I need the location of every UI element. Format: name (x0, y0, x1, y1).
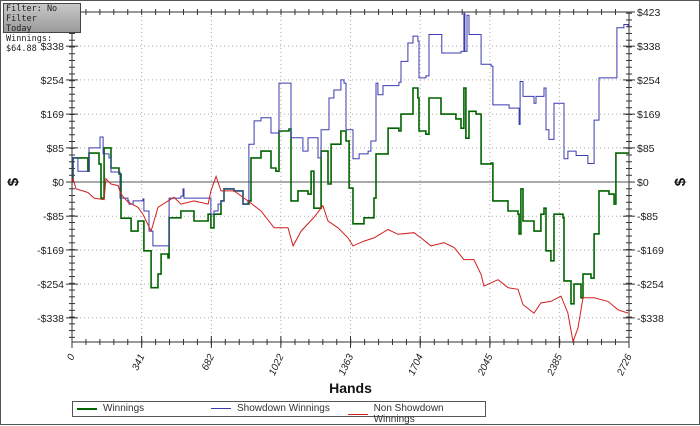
period-label: Today (6, 24, 32, 34)
x-tick-label: 2045 (476, 352, 496, 378)
legend-label: Non Showdown Winnings (373, 403, 444, 425)
legend-label: Showdown Winnings (237, 403, 330, 414)
y-tick-label-right: $85 (637, 143, 655, 155)
y-tick-label-left: $254 (41, 75, 65, 87)
y-tick-label-left: $0 (52, 177, 64, 189)
x-tick-label: 1363 (337, 352, 357, 377)
series-line-winnings (72, 87, 629, 305)
x-tick-label: 341 (130, 353, 147, 373)
x-tick-label: 2385 (545, 352, 565, 378)
y-tick-label-left: $169 (41, 109, 65, 121)
filter-info-box: Filter: No Filter Today Winnings: $64.88 (3, 3, 81, 54)
y-tick-label-left: -$254 (37, 279, 64, 291)
filter-label: Filter: No Filter (6, 4, 58, 24)
y-tick-label-left: -$338 (37, 313, 64, 325)
legend-item-non-showdown: Non Showdown Winnings (346, 403, 485, 425)
legend-swatch (348, 413, 368, 415)
y-tick-label-right: -$338 (637, 313, 664, 325)
y-tick-label-right: -$169 (637, 245, 664, 257)
legend-swatch (211, 408, 231, 409)
x-tick-label: 1704 (407, 352, 427, 377)
y-tick-label-right: $338 (637, 41, 661, 53)
y-tick-label-left: $338 (41, 41, 65, 53)
winnings-total-label: Winnings: $64.88 (6, 34, 53, 54)
y-tick-label-left: -$85 (43, 211, 64, 223)
y-tick-label-right: -$254 (637, 279, 664, 291)
x-tick-label: 1022 (267, 352, 287, 377)
y-tick-label-right: $254 (637, 75, 661, 87)
chart-legend: Winnings Showdown Winnings Non Showdown … (72, 401, 486, 425)
y-axis-title-left: $ (5, 177, 22, 186)
x-tick-label: 682 (200, 352, 217, 372)
legend-item-showdown: Showdown Winnings (209, 403, 330, 414)
legend-swatch (77, 407, 97, 410)
x-tick-label: 2726 (615, 352, 635, 378)
x-tick-label: 0 (65, 352, 78, 362)
y-tick-label-left: -$169 (37, 245, 64, 257)
y-axis-title-right: $ (672, 177, 689, 186)
y-tick-label-right: $169 (637, 109, 661, 121)
y-tick-label-left: $85 (46, 143, 64, 155)
x-axis-title: Hands (329, 380, 372, 396)
y-tick-label-right: -$85 (637, 211, 658, 223)
series-line-non-showdown-winnings (71, 174, 629, 344)
legend-label: Winnings (103, 403, 145, 414)
legend-item-winnings: Winnings (75, 403, 144, 414)
y-tick-label-right: $0 (637, 177, 649, 189)
y-tick-label-right: $423 (637, 7, 661, 19)
